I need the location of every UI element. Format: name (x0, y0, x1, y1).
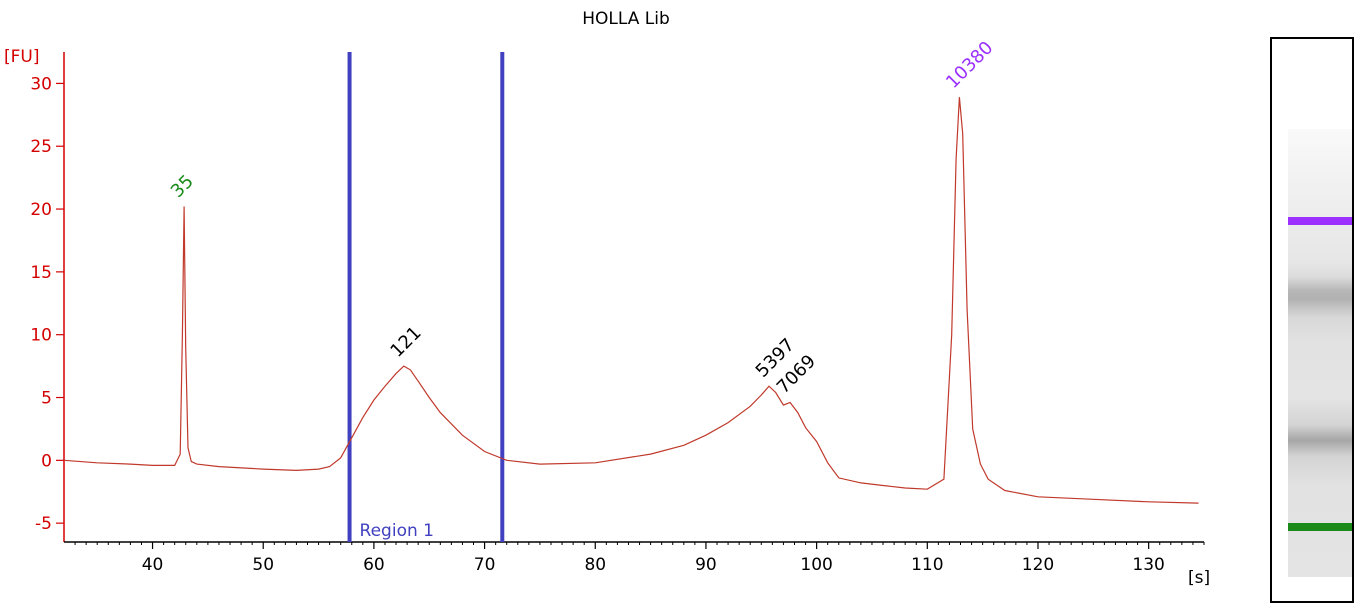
x-tick-label: 70 (474, 555, 496, 575)
x-tick-label: 100 (800, 555, 832, 575)
x-tick-label: 130 (1132, 555, 1164, 575)
gel-upper-marker-band (1288, 217, 1352, 225)
gel-lower-marker-band (1288, 523, 1352, 531)
y-tick-label: 25 (30, 137, 52, 157)
region-markers: Region 1 (347, 52, 505, 542)
peak-label: 10380 (942, 37, 997, 92)
axes: -5 0 5 10 15 20 25 30 40 50 60 70 80 90 100 110 120 130 (30, 52, 1205, 575)
region-label: Region 1 (360, 521, 434, 541)
x-axis-label: [s] (1188, 568, 1210, 588)
peak-label: 121 (386, 322, 425, 361)
x-tick-label: 80 (584, 555, 606, 575)
x-tick-label: 110 (911, 555, 943, 575)
y-tick-label: 10 (30, 326, 52, 346)
peak-label: 35 (167, 171, 198, 202)
x-tick-label: 120 (1022, 555, 1054, 575)
y-axis-label: [FU] (4, 47, 40, 67)
x-tick-label: 40 (142, 555, 164, 575)
electropherogram-trace (63, 97, 1199, 504)
series-layer (63, 97, 1199, 504)
x-tick-label: 90 (695, 555, 717, 575)
gel-lane (1270, 37, 1354, 603)
y-tick-label: 0 (41, 451, 52, 471)
gel-band-gradient (1288, 129, 1352, 577)
chart-title: HOLLA Lib (582, 9, 670, 29)
y-tick-label: 15 (30, 263, 52, 283)
y-tick-label: -5 (35, 514, 52, 534)
x-tick-label: 50 (252, 555, 274, 575)
y-tick-label: 20 (30, 200, 52, 220)
y-tick-label: 5 (41, 389, 52, 409)
y-tick-label: 30 (30, 74, 52, 94)
x-tick-label: 60 (363, 555, 385, 575)
